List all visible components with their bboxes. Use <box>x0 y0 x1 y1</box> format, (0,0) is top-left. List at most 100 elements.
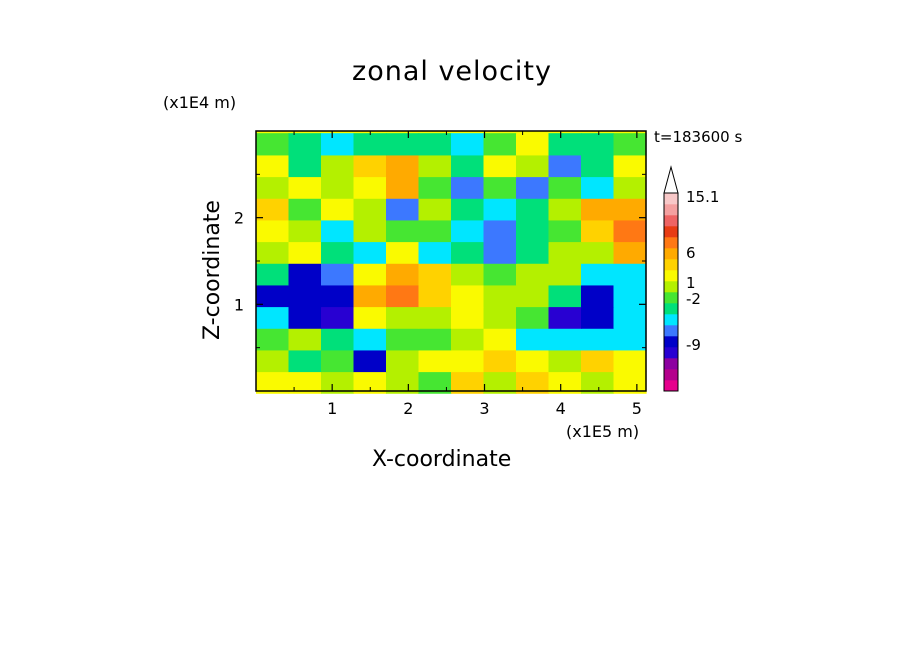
field-cell <box>613 284 647 308</box>
field-cell <box>386 349 420 373</box>
field-cell <box>386 241 420 264</box>
field-cell <box>516 371 550 394</box>
colorbar-swatch <box>664 281 678 293</box>
field-cell <box>386 219 420 243</box>
field-cell <box>548 349 582 373</box>
field-cell <box>613 349 647 373</box>
field-cell <box>288 219 322 243</box>
field-cell <box>548 263 582 286</box>
field-cell <box>483 241 517 264</box>
field-cell <box>288 284 322 308</box>
field-cell <box>516 176 550 199</box>
colorbar-swatch <box>664 347 678 359</box>
x-tick-label: 5 <box>632 399 642 418</box>
field-cell <box>418 306 452 329</box>
colorbar-swatch <box>664 303 678 315</box>
field-cell <box>483 306 517 329</box>
field-cell <box>483 371 517 394</box>
field-cell <box>418 219 452 243</box>
colorbar-swatch <box>664 270 678 282</box>
field-cell <box>353 176 387 199</box>
field-cell <box>321 176 355 199</box>
x-unit-label: (x1E5 m) <box>566 422 640 441</box>
colorbar-swatch <box>664 259 678 271</box>
field-cell <box>451 176 485 199</box>
field-cell <box>321 133 355 156</box>
colorbar-swatch <box>664 325 678 337</box>
field-cell <box>516 198 550 221</box>
field-cell <box>581 284 615 308</box>
field-cell <box>451 154 485 178</box>
field-cell <box>613 328 647 351</box>
field-cell <box>548 154 582 178</box>
field-cell <box>321 241 355 264</box>
field-cell <box>516 133 550 156</box>
field-cell <box>483 154 517 178</box>
field-cell <box>581 349 615 373</box>
field-cell <box>483 328 517 351</box>
colorbar-swatch <box>664 292 678 304</box>
field-cell <box>256 241 290 264</box>
field-cell <box>613 219 647 243</box>
field-cell <box>418 371 452 394</box>
field-cell <box>288 176 322 199</box>
colorbar-swatch <box>664 380 678 392</box>
field-cell <box>451 198 485 221</box>
field-cell <box>548 198 582 221</box>
field-cell <box>353 133 387 156</box>
field-cell <box>288 263 322 286</box>
field-cell <box>483 284 517 308</box>
field-cell <box>548 133 582 156</box>
field-cell <box>256 328 290 351</box>
field-cell <box>516 306 550 329</box>
x-tick-label: 4 <box>556 399 566 418</box>
field-cell <box>418 241 452 264</box>
field-cell <box>548 241 582 264</box>
field-cell <box>353 198 387 221</box>
colorbar-swatch <box>664 369 678 381</box>
field-cell <box>483 219 517 243</box>
field-cell <box>321 263 355 286</box>
field-cell <box>256 133 290 156</box>
field-cell <box>353 349 387 373</box>
field-cell <box>386 284 420 308</box>
field-cell <box>516 349 550 373</box>
field-cell <box>353 284 387 308</box>
colorbar-label: 15.1 <box>686 188 719 206</box>
field-cell <box>256 306 290 329</box>
field-cell <box>451 284 485 308</box>
field-cell <box>418 133 452 156</box>
colorbar-swatch <box>664 226 678 238</box>
field-cell <box>418 154 452 178</box>
field-cell <box>516 328 550 351</box>
field-cell <box>418 284 452 308</box>
field-cell <box>288 133 322 156</box>
colorbar-label: 6 <box>686 244 696 262</box>
field-cell <box>256 198 290 221</box>
colorbar-swatch <box>664 248 678 260</box>
field-cell <box>613 133 647 156</box>
field-cell <box>353 328 387 351</box>
field-cell <box>516 241 550 264</box>
field-cell <box>353 219 387 243</box>
field-cell <box>613 241 647 264</box>
field-cell <box>321 371 355 394</box>
colorbar-swatch <box>664 193 678 205</box>
field-cell <box>256 349 290 373</box>
colorbar: 15.1 6 1-2 -9 <box>663 165 719 392</box>
field-cell <box>256 371 290 394</box>
field-cell <box>548 219 582 243</box>
field-cell <box>256 154 290 178</box>
field-cell <box>613 198 647 221</box>
field-cell <box>386 328 420 351</box>
colorbar-swatch <box>664 336 678 348</box>
field-cell <box>386 306 420 329</box>
field-cell <box>516 219 550 243</box>
field-cell <box>353 263 387 286</box>
field-cell <box>581 306 615 329</box>
field-cell <box>451 349 485 373</box>
field-cell <box>386 133 420 156</box>
field-cell <box>288 349 322 373</box>
field-cell <box>288 198 322 221</box>
field-cell <box>321 198 355 221</box>
